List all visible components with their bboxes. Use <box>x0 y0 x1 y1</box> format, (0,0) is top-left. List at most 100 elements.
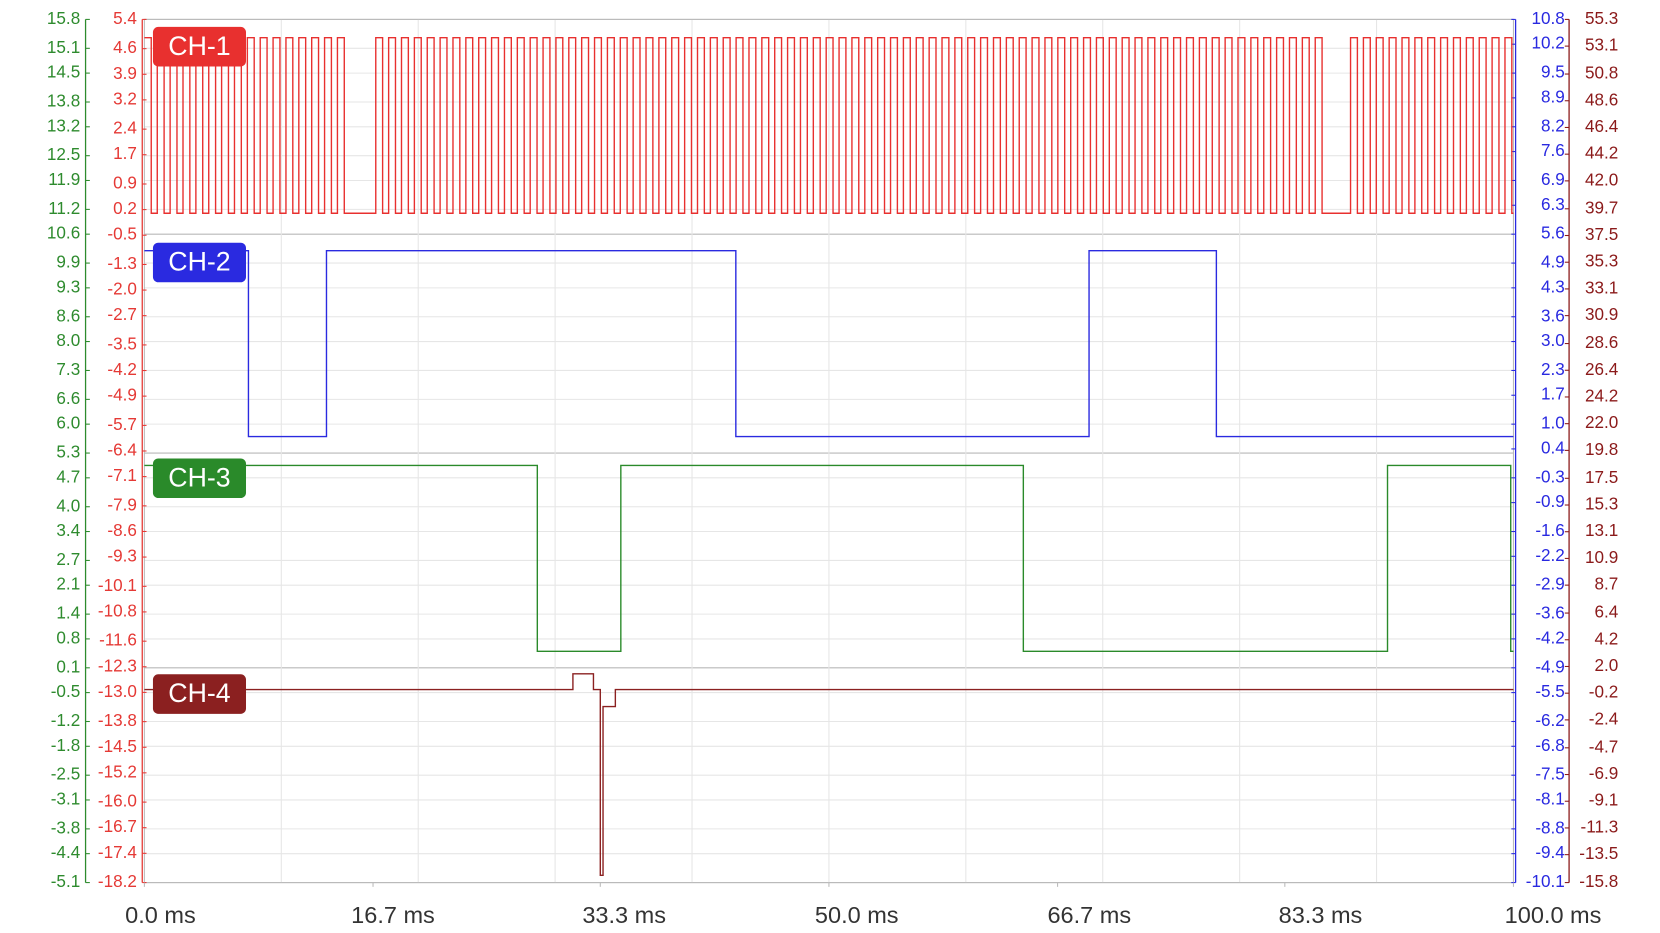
y-tick-label: 2.3 <box>1541 360 1565 379</box>
y-tick-label: 0.8 <box>56 628 80 647</box>
y-tick-label: 3.4 <box>56 521 80 540</box>
y-tick-label: -16.0 <box>98 792 137 811</box>
x-tick-label: 16.7 ms <box>351 902 435 928</box>
y-tick-label: -18.2 <box>98 872 137 891</box>
channel-label: CH-3 <box>168 462 230 492</box>
y-tick-label: 13.2 <box>47 116 80 135</box>
x-tick-label: 50.0 ms <box>815 902 899 928</box>
y-tick-label: 37.5 <box>1585 225 1618 244</box>
y-tick-label: 9.9 <box>56 253 80 272</box>
y-tick-label: 12.5 <box>47 145 80 164</box>
y-tick-label: 1.7 <box>113 144 137 163</box>
y-tick-label: -0.3 <box>1535 467 1564 486</box>
y-tick-label: -2.2 <box>1535 546 1564 565</box>
x-tick-label: 0.0 ms <box>125 902 196 928</box>
y-tick-label: 4.6 <box>113 38 137 57</box>
y-tick-label: -6.4 <box>107 441 137 460</box>
y-tick-label: 53.1 <box>1585 36 1618 55</box>
y-tick-label: -15.8 <box>1579 872 1618 891</box>
y-tick-label: 3.6 <box>1541 306 1565 325</box>
x-tick-label: 66.7 ms <box>1047 902 1131 928</box>
y-tick-label: 15.8 <box>47 9 80 28</box>
y-tick-label: -1.3 <box>107 254 136 273</box>
y-tick-label: 4.9 <box>1541 253 1565 272</box>
y-tick-label: -1.8 <box>51 736 80 755</box>
y-tick-label: 6.9 <box>1541 170 1565 189</box>
y-tick-label: -13.0 <box>98 682 137 701</box>
y-tick-label: 11.9 <box>48 170 80 189</box>
y-tick-label: 46.4 <box>1585 117 1619 136</box>
y-tick-label: 10.8 <box>1531 9 1564 28</box>
y-tick-label: 5.3 <box>56 443 80 462</box>
y-tick-label: -4.4 <box>51 843 81 862</box>
y-tick-label: 17.5 <box>1585 468 1618 487</box>
y-tick-label: -8.1 <box>1535 789 1564 808</box>
y-tick-label: -10.8 <box>98 601 137 620</box>
y-tick-label: 11.2 <box>48 199 80 218</box>
y-tick-label: 4.2 <box>1594 629 1618 648</box>
y-tick-label: 9.5 <box>1541 63 1565 82</box>
trace <box>144 37 1514 214</box>
y-tick-label: 6.3 <box>1541 195 1565 214</box>
y-tick-label: -3.1 <box>51 789 80 808</box>
y-tick-label: 0.4 <box>1541 438 1565 457</box>
y-tick-label: 30.9 <box>1585 305 1618 324</box>
y-tick-label: -1.2 <box>51 711 80 730</box>
x-tick-label: 83.3 ms <box>1279 902 1363 928</box>
y-tick-label: 10.9 <box>1585 548 1618 567</box>
y-tick-label: -2.4 <box>1589 709 1619 728</box>
y-tick-label: 0.1 <box>56 657 80 676</box>
y-tick-label: 6.6 <box>56 389 80 408</box>
y-tick-label: -0.5 <box>51 682 80 701</box>
y-tick-label: -10.1 <box>1526 872 1565 891</box>
y-tick-label: -13.8 <box>98 711 137 730</box>
y-tick-label: 1.7 <box>1541 385 1565 404</box>
y-tick-label: -9.4 <box>1535 843 1565 862</box>
y-tick-label: -1.6 <box>1535 521 1564 540</box>
y-tick-label: -5.1 <box>51 872 80 891</box>
y-tick-label: 0.9 <box>113 174 137 193</box>
y-tick-label: -15.2 <box>98 762 137 781</box>
y-tick-label: -0.5 <box>107 225 136 244</box>
y-tick-label: -4.2 <box>1535 628 1564 647</box>
y-tick-label: -7.5 <box>1535 765 1564 784</box>
y-tick-label: 24.2 <box>1585 386 1618 405</box>
y-tick-label: -9.3 <box>107 547 136 566</box>
x-tick-label: 100.0 ms <box>1505 902 1602 928</box>
y-tick-label: 4.0 <box>56 496 80 515</box>
y-tick-label: -6.2 <box>1535 711 1564 730</box>
y-tick-label: 8.0 <box>56 331 80 350</box>
y-tick-label: 15.1 <box>47 38 80 57</box>
y-tick-label: 4.3 <box>1541 277 1565 296</box>
y-tick-label: 9.3 <box>56 277 80 296</box>
y-tick-label: -6.8 <box>1535 736 1564 755</box>
y-tick-label: -2.9 <box>1535 575 1564 594</box>
y-tick-label: -4.9 <box>1535 657 1564 676</box>
y-tick-label: -14.5 <box>98 737 137 756</box>
y-tick-label: -12.3 <box>98 656 137 675</box>
y-tick-label: 7.6 <box>1541 141 1565 160</box>
y-tick-label: -7.9 <box>107 495 136 514</box>
y-tick-label: -5.5 <box>1535 682 1564 701</box>
channel-label: CH-2 <box>168 247 230 277</box>
channel-badge <box>152 26 247 67</box>
y-tick-label: 3.9 <box>113 64 137 83</box>
y-tick-label: -3.6 <box>1535 604 1564 623</box>
y-tick-label: 7.3 <box>56 360 80 379</box>
channel-badge <box>152 458 247 499</box>
y-tick-label: -8.6 <box>107 521 136 540</box>
y-tick-label: 2.4 <box>113 119 137 138</box>
y-tick-label: 42.0 <box>1585 170 1618 189</box>
y-tick-label: 6.4 <box>1594 603 1618 622</box>
y-tick-label: 10.6 <box>47 224 80 243</box>
y-tick-label: -8.8 <box>1535 818 1564 837</box>
y-tick-label: 2.0 <box>1594 656 1618 675</box>
y-tick-label: -7.1 <box>107 466 136 485</box>
y-tick-label: 2.1 <box>56 575 80 594</box>
y-tick-label: 50.8 <box>1585 64 1618 83</box>
y-tick-label: 13.1 <box>1585 521 1618 540</box>
y-tick-label: -4.7 <box>1589 737 1618 756</box>
y-tick-label: -4.9 <box>107 386 136 405</box>
